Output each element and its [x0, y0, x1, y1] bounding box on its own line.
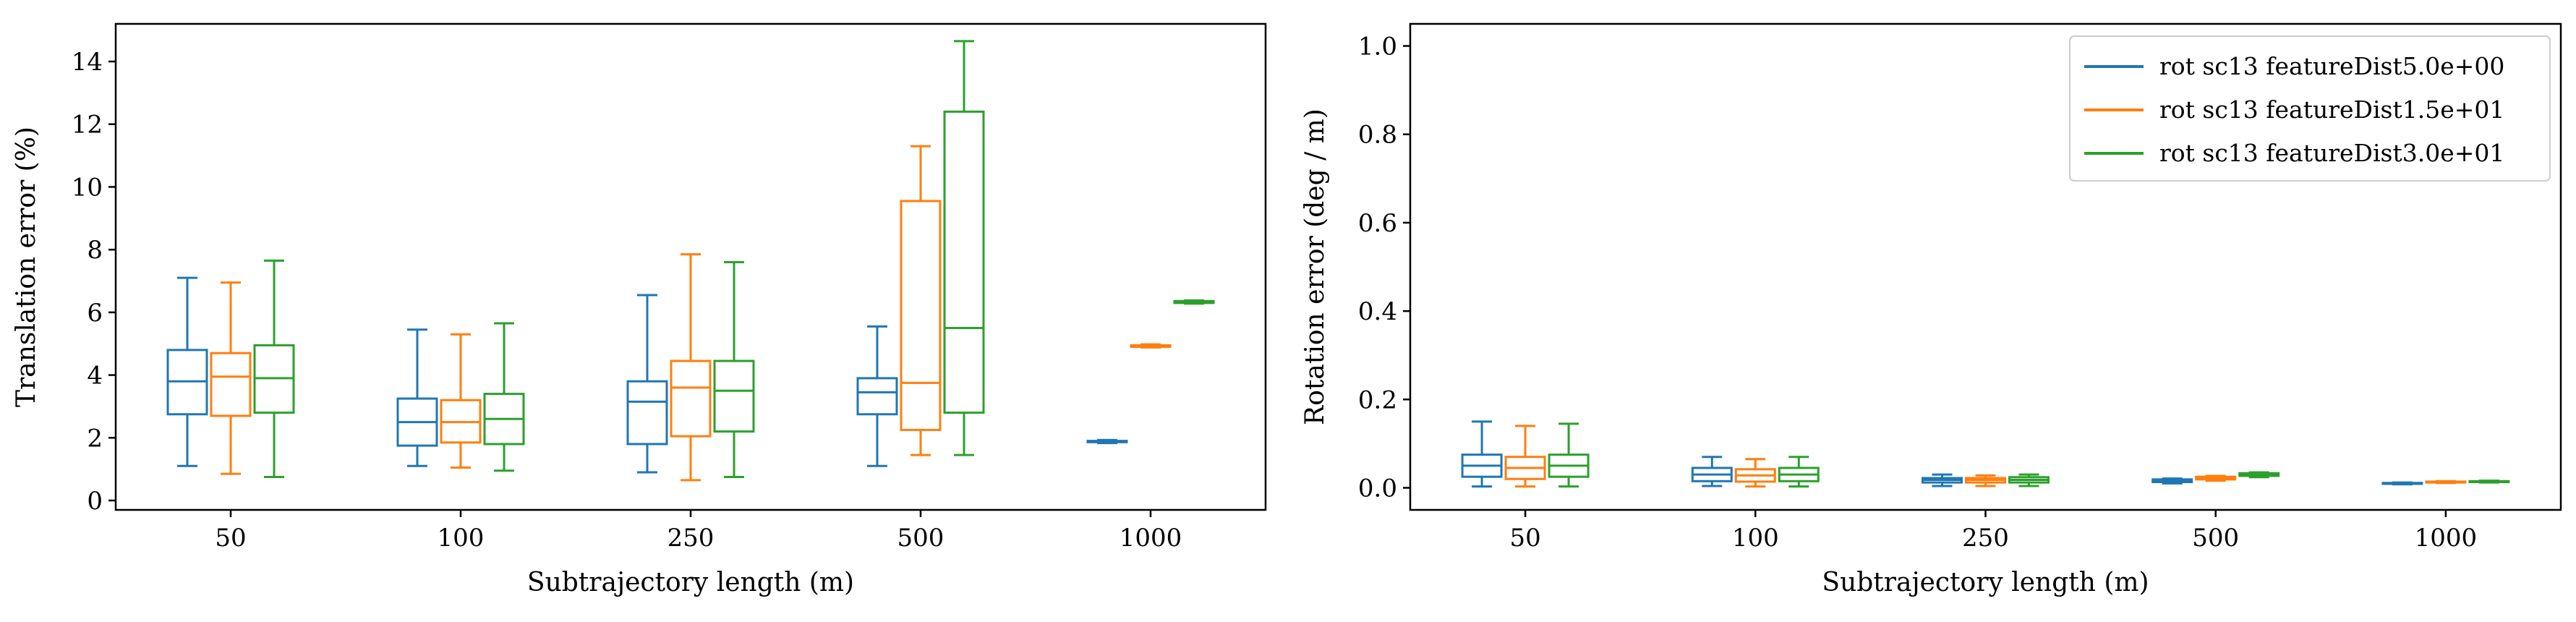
y-tick-label: 0.6 — [1358, 209, 1397, 238]
box-rotation-s1-250 — [1965, 474, 2006, 487]
y-tick-label: 0.4 — [1358, 297, 1397, 326]
box-translation-s1-100 — [440, 333, 482, 469]
iqr-box — [713, 359, 755, 433]
y-tick-label: 12 — [72, 111, 103, 140]
box-translation-s1-250 — [670, 253, 712, 482]
box-translation-s1-500 — [900, 145, 942, 456]
box-translation-s0-250 — [626, 294, 668, 474]
legend-entry: rot sc13 featureDist5.0e+00 — [2159, 52, 2504, 80]
y-axis-label: Rotation error (deg / m) — [1300, 108, 1330, 425]
box-rotation-s0-100 — [1691, 456, 1733, 487]
iqr-box — [900, 200, 942, 431]
box-translation-s0-100 — [396, 328, 438, 467]
box-translation-s1-1000 — [1130, 343, 1172, 349]
y-axis-label: Translation error (%) — [12, 127, 41, 407]
x-tick-label: 250 — [668, 524, 715, 553]
y-tick-label: 8 — [87, 236, 103, 265]
box-translation-s0-50 — [166, 276, 208, 467]
x-tick-label: 1000 — [2415, 524, 2478, 553]
y-tick-label: 10 — [72, 173, 103, 202]
x-tick-label: 1000 — [1119, 524, 1182, 553]
iqr-box — [943, 110, 985, 414]
legend-entry: rot sc13 featureDist1.5e+01 — [2159, 95, 2504, 124]
box-translation-s0-1000 — [1086, 438, 1128, 445]
box-rotation-s1-1000 — [2425, 480, 2467, 485]
box-rotation-s2-50 — [1548, 422, 1590, 488]
box-translation-s1-50 — [210, 281, 252, 475]
x-tick-label: 500 — [897, 524, 944, 553]
x-axis-label: Subtrajectory length (m) — [527, 568, 854, 597]
box-rotation-s1-50 — [1504, 425, 1546, 488]
iqr-box — [670, 359, 712, 438]
y-tick-label: 0.0 — [1358, 474, 1397, 503]
y-tick-label: 4 — [87, 362, 103, 391]
y-tick-label: 1.0 — [1358, 33, 1397, 61]
x-tick-label: 100 — [1732, 524, 1779, 553]
box-rotation-s1-100 — [1734, 458, 1776, 488]
box-translation-s2-500 — [943, 40, 985, 456]
box-translation-s2-250 — [713, 260, 755, 478]
y-tick-label: 14 — [72, 48, 103, 77]
x-tick-label: 100 — [438, 524, 485, 553]
box-rotation-s0-50 — [1461, 420, 1503, 488]
box-translation-s2-100 — [483, 322, 525, 472]
y-tick-label: 0.8 — [1358, 121, 1397, 150]
y-tick-label: 2 — [87, 424, 103, 453]
iqr-box — [210, 352, 252, 417]
x-tick-label: 50 — [215, 524, 246, 553]
iqr-box — [626, 380, 668, 446]
box-rotation-s0-250 — [1922, 473, 1963, 487]
box-translation-s0-500 — [856, 325, 898, 467]
box-rotation-s2-250 — [2008, 473, 2050, 487]
x-tick-label: 50 — [1509, 524, 1540, 553]
rotation-error-chart: 0.0 0.2 0.4 0.6 0.8 1.0 50 100 250 500 1000 Subtraj… — [1300, 22, 2562, 597]
translation-error-chart: 0 2 4 6 8 10 12 14 50 100 250 500 1000 Subtrajectory … — [12, 22, 1267, 597]
y-tick-label: 6 — [87, 299, 103, 328]
y-tick-label: 0.2 — [1358, 385, 1397, 414]
legend-frame — [2069, 35, 2551, 182]
box-rotation-s1-500 — [2195, 474, 2237, 482]
box-rotation-s0-1000 — [2381, 481, 2423, 486]
box-rotation-s2-500 — [2238, 471, 2280, 479]
box-translation-s2-50 — [253, 259, 295, 478]
x-tick-label: 500 — [2192, 524, 2239, 553]
box-translation-s2-1000 — [1173, 299, 1215, 305]
legend-entry: rot sc13 featureDist3.0e+01 — [2159, 139, 2504, 167]
legend: rot sc13 featureDist5.0e+00 rot sc13 feat… — [2069, 35, 2551, 182]
box-rotation-s0-500 — [2151, 477, 2193, 485]
x-axis-label: Subtrajectory length (m) — [1822, 568, 2149, 597]
iqr-box — [856, 377, 898, 416]
box-rotation-s2-1000 — [2468, 480, 2510, 484]
box-rotation-s2-100 — [1778, 456, 1820, 488]
y-tick-label: 0 — [87, 487, 103, 516]
x-tick-label: 250 — [1962, 524, 2009, 553]
